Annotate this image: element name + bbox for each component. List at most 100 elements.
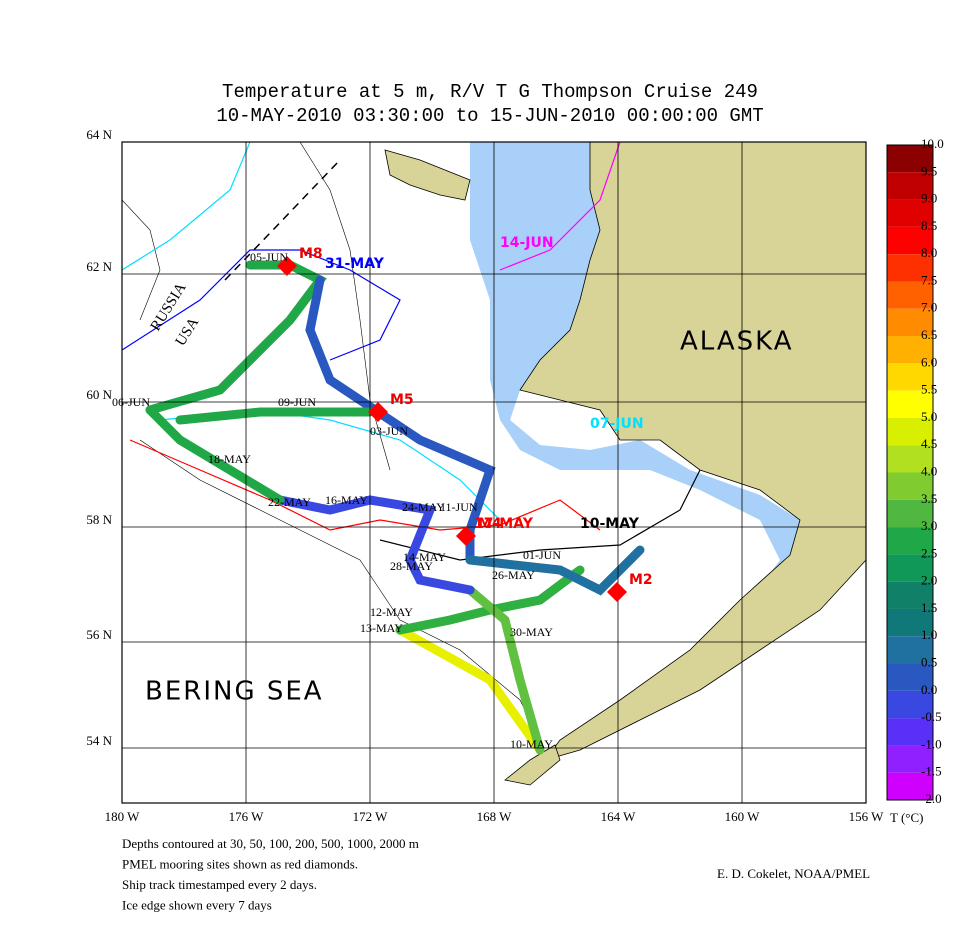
ice-edge-label: 07-JUN bbox=[590, 416, 644, 432]
colorbar-swatch bbox=[887, 445, 933, 473]
colorbar-swatch bbox=[887, 745, 933, 773]
colorbar-label: -0.5 bbox=[921, 709, 942, 724]
ice-edge bbox=[121, 249, 401, 361]
timestamp: 26-MAY bbox=[492, 568, 535, 582]
colorbar-swatch bbox=[887, 281, 933, 309]
lat-label: 60 N bbox=[86, 387, 112, 402]
mooring-diamond bbox=[277, 256, 297, 276]
colorbar-label: -1.5 bbox=[921, 764, 942, 779]
colorbar-swatch bbox=[887, 472, 933, 500]
mooring-label: M2 bbox=[629, 572, 653, 588]
colorbar-unit: T (°C) bbox=[890, 810, 923, 825]
colorbar-label: 3.0 bbox=[921, 518, 937, 533]
timestamp: 18-MAY bbox=[208, 452, 251, 466]
colorbar-label: 6.5 bbox=[921, 327, 937, 342]
colorbar-swatch bbox=[887, 363, 933, 391]
colorbar-label: 7.0 bbox=[921, 300, 937, 315]
timestamp: 11-JUN bbox=[440, 500, 478, 514]
timestamp: 24-MAY bbox=[402, 500, 445, 514]
timestamp: 09-JUN bbox=[278, 395, 316, 409]
map-frame bbox=[121, 141, 867, 804]
colorbar-swatch bbox=[887, 172, 933, 200]
depth-contour bbox=[139, 439, 541, 741]
colorbar-label: 3.5 bbox=[921, 491, 937, 506]
lat-label: 56 N bbox=[86, 627, 112, 642]
lon-label: 172 W bbox=[353, 809, 389, 824]
place-label: ALASKA bbox=[680, 327, 794, 357]
track-segment bbox=[175, 407, 375, 425]
ice-edge bbox=[129, 439, 601, 531]
track-segment bbox=[275, 495, 475, 595]
colorbar-swatch bbox=[887, 636, 933, 664]
colorbar-label: -2.0 bbox=[921, 791, 942, 806]
credit: E. D. Cokelet, NOAA/PMEL bbox=[717, 866, 870, 881]
ice-edge bbox=[121, 141, 251, 271]
title-line1: Temperature at 5 m, R/V T G Thompson Cru… bbox=[222, 81, 758, 103]
lon-label: 160 W bbox=[725, 809, 761, 824]
aleutian-island bbox=[504, 744, 561, 786]
track-segment bbox=[395, 625, 545, 755]
footnote: PMEL mooring sites shown as red diamonds… bbox=[122, 856, 358, 871]
track-segment bbox=[465, 585, 545, 755]
timestamp: 03-JUN bbox=[370, 424, 408, 438]
lat-label: 54 N bbox=[86, 733, 112, 748]
colorbar-swatch bbox=[887, 499, 933, 528]
lon-label: 176 W bbox=[229, 809, 265, 824]
timestamp: 28-MAY bbox=[390, 559, 433, 573]
colorbar-swatch bbox=[887, 199, 933, 227]
ice-edge-label: 14-JUN bbox=[500, 235, 554, 251]
lon-label: 168 W bbox=[477, 809, 513, 824]
mooring-diamond bbox=[368, 402, 388, 422]
lon-label: 180 W bbox=[105, 809, 141, 824]
colorbar-swatch bbox=[887, 581, 933, 609]
colorbar-label: 9.5 bbox=[921, 163, 937, 178]
timestamp: 14-MAY bbox=[403, 550, 446, 564]
colorbar-label: 5.0 bbox=[921, 409, 937, 424]
timestamp: 13-MAY bbox=[360, 621, 403, 635]
track-segment bbox=[145, 405, 285, 505]
colorbar-label: 2.0 bbox=[921, 573, 937, 588]
timestamp: 30-MAY bbox=[510, 625, 553, 639]
colorbar-swatch bbox=[887, 554, 933, 582]
colorbar-swatch bbox=[887, 336, 933, 364]
ice-edge-label: 17-MAY bbox=[474, 516, 534, 532]
colorbar-swatch bbox=[887, 690, 933, 719]
colorbar-label: 1.5 bbox=[921, 600, 937, 615]
lat-label: 58 N bbox=[86, 512, 112, 527]
colorbar-label: 10.0 bbox=[921, 136, 944, 151]
place-label: BERING SEA bbox=[145, 677, 324, 707]
track-segment bbox=[465, 545, 645, 596]
mooring-diamond bbox=[456, 526, 476, 546]
mooring-diamond bbox=[607, 582, 627, 602]
timestamp: 05-JUN bbox=[250, 250, 288, 264]
colorbar-label: 0.5 bbox=[921, 655, 937, 670]
lon-label: 164 W bbox=[601, 809, 637, 824]
colorbar-swatch bbox=[887, 608, 933, 637]
footnote: Ice edge shown every 7 days bbox=[122, 897, 272, 912]
ice-edge-label: 31-MAY bbox=[325, 256, 385, 272]
colorbar-label: 1.0 bbox=[921, 627, 937, 642]
timestamp: 10-MAY bbox=[510, 737, 553, 751]
colorbar-label: 5.5 bbox=[921, 382, 937, 397]
colorbar-swatch bbox=[887, 527, 933, 555]
timestamp: 12-MAY bbox=[370, 605, 413, 619]
colorbar-swatch bbox=[887, 417, 933, 446]
colorbar-label: 6.0 bbox=[921, 354, 937, 369]
colorbar-label: 8.0 bbox=[921, 245, 937, 260]
lat-label: 64 N bbox=[86, 127, 112, 142]
colorbar-label: 4.5 bbox=[921, 436, 937, 451]
colorbar-swatch bbox=[887, 663, 933, 691]
lat-label: 62 N bbox=[86, 259, 112, 274]
colorbar-label: 9.0 bbox=[921, 191, 937, 206]
timestamp: 06-JUN bbox=[112, 395, 150, 409]
timestamp: 01-JUN bbox=[523, 548, 561, 562]
mooring-label: M4 bbox=[478, 516, 502, 532]
colorbar-frame bbox=[886, 144, 934, 801]
lon-label: 156 W bbox=[849, 809, 885, 824]
colorbar-swatch bbox=[887, 718, 933, 746]
footnote: Depths contoured at 30, 50, 100, 200, 50… bbox=[122, 836, 419, 851]
colorbar-swatch bbox=[887, 254, 933, 282]
mooring-label: M5 bbox=[390, 392, 414, 408]
colorbar-label: 2.5 bbox=[921, 545, 937, 560]
